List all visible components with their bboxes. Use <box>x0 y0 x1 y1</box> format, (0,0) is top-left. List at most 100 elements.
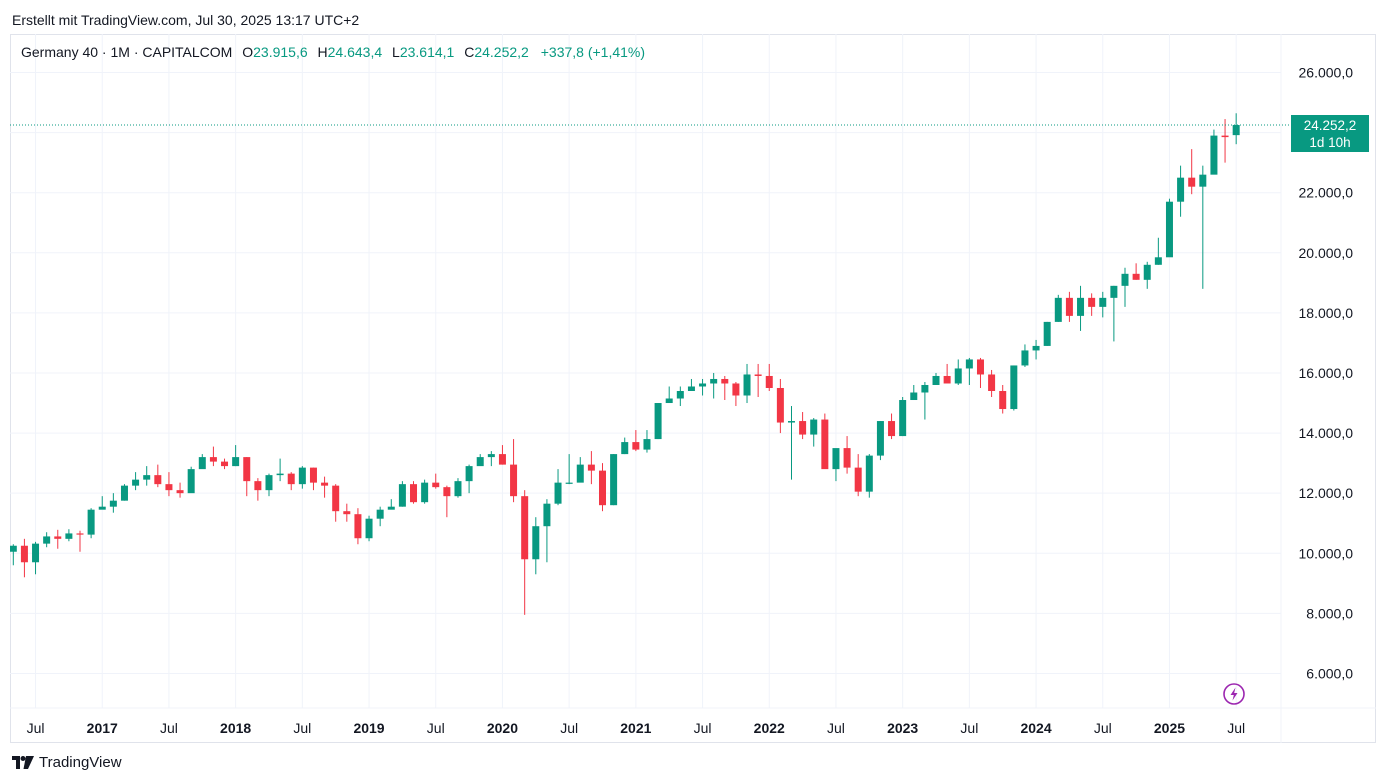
candle[interactable] <box>1054 294 1062 322</box>
candle[interactable] <box>321 476 329 498</box>
candle[interactable] <box>198 454 206 470</box>
candle[interactable] <box>743 363 751 404</box>
tradingview-logo[interactable]: TradingView <box>12 754 122 771</box>
candle[interactable] <box>587 451 595 485</box>
candle[interactable] <box>143 466 151 486</box>
candle[interactable] <box>1099 291 1107 318</box>
candle[interactable] <box>954 359 962 385</box>
candle[interactable] <box>988 369 996 398</box>
candle[interactable] <box>721 375 729 401</box>
candle[interactable] <box>1188 149 1196 195</box>
candle[interactable] <box>599 463 607 512</box>
candle[interactable] <box>899 397 907 437</box>
candle[interactable] <box>465 464 473 494</box>
candle[interactable] <box>1121 267 1129 307</box>
candle[interactable] <box>1021 344 1029 367</box>
candle[interactable] <box>421 479 429 504</box>
candle[interactable] <box>243 457 251 497</box>
candle[interactable] <box>1165 198 1173 258</box>
candle[interactable] <box>332 484 340 522</box>
candle[interactable] <box>610 454 618 506</box>
price-axis[interactable]: 6.000,0 8.000,0 10.000,0 12.000,0 14.000,0 16… <box>1299 65 1354 682</box>
candle[interactable] <box>1221 119 1229 163</box>
candle[interactable] <box>365 515 373 542</box>
candle[interactable] <box>510 439 518 503</box>
candle[interactable] <box>187 466 195 494</box>
candle[interactable] <box>1043 321 1051 346</box>
candle[interactable] <box>821 413 829 470</box>
candle[interactable] <box>343 503 351 522</box>
candle[interactable] <box>843 436 851 474</box>
candle[interactable] <box>888 413 896 440</box>
candle[interactable] <box>309 467 317 491</box>
candle[interactable] <box>1199 165 1207 289</box>
candle[interactable] <box>1154 237 1162 265</box>
candle[interactable] <box>276 458 284 482</box>
symbol-name[interactable]: Germany 40 · 1M · CAPITALCOM <box>21 44 233 60</box>
time-axis[interactable]: Jul 2017 Jul 2018 Jul 2019 Jul 2020 Jul 2021 Jul 20… <box>27 720 1246 736</box>
candle[interactable] <box>910 384 918 401</box>
candle[interactable] <box>754 363 762 398</box>
candle[interactable] <box>54 529 62 549</box>
candle[interactable] <box>387 499 395 510</box>
candle[interactable] <box>76 530 84 552</box>
candle[interactable] <box>965 357 973 385</box>
candle[interactable] <box>999 384 1007 414</box>
candle[interactable] <box>565 454 573 485</box>
candle[interactable] <box>32 541 40 575</box>
candle[interactable] <box>765 363 773 391</box>
candle[interactable] <box>232 445 240 467</box>
candle[interactable] <box>432 473 440 489</box>
candle[interactable] <box>687 378 695 391</box>
candle[interactable] <box>1210 129 1218 175</box>
candle[interactable] <box>298 466 306 489</box>
candle[interactable] <box>1065 291 1073 322</box>
candle[interactable] <box>265 473 273 497</box>
candle[interactable] <box>154 464 162 488</box>
candle[interactable] <box>476 454 484 467</box>
candle[interactable] <box>65 529 73 542</box>
candle[interactable] <box>165 472 173 497</box>
candle[interactable] <box>87 508 95 539</box>
candle[interactable] <box>1110 285 1118 342</box>
candle[interactable] <box>221 458 229 470</box>
candle[interactable] <box>1032 339 1040 360</box>
candles-series[interactable] <box>10 113 1240 615</box>
candle[interactable] <box>643 430 651 453</box>
candle[interactable] <box>43 532 51 548</box>
candle[interactable] <box>576 457 584 483</box>
candle[interactable] <box>454 478 462 498</box>
candle[interactable] <box>176 482 184 498</box>
candle[interactable] <box>120 484 128 501</box>
candle[interactable] <box>487 451 495 467</box>
candle[interactable] <box>254 478 262 501</box>
candle[interactable] <box>699 378 707 396</box>
candle[interactable] <box>410 481 418 504</box>
candle[interactable] <box>776 378 784 434</box>
candle[interactable] <box>543 499 551 563</box>
candle[interactable] <box>554 469 562 506</box>
candle[interactable] <box>287 472 295 491</box>
candle[interactable] <box>676 386 684 407</box>
candle[interactable] <box>654 403 662 440</box>
lightning-bolt-icon[interactable] <box>1223 683 1245 705</box>
candle[interactable] <box>521 490 529 615</box>
candle[interactable] <box>710 372 718 399</box>
candle[interactable] <box>943 363 951 384</box>
candle[interactable] <box>132 472 140 491</box>
candle[interactable] <box>787 406 795 480</box>
candle[interactable] <box>921 381 929 420</box>
candle[interactable] <box>1177 165 1185 217</box>
candle[interactable] <box>621 437 629 455</box>
candle[interactable] <box>1232 113 1240 145</box>
candle[interactable] <box>799 412 807 440</box>
candle[interactable] <box>98 496 106 510</box>
chart-canvas[interactable]: 6.000,0 8.000,0 10.000,0 12.000,0 14.000,0 16… <box>10 34 1376 743</box>
candle[interactable] <box>854 454 862 497</box>
candle[interactable] <box>20 538 28 578</box>
candle[interactable] <box>109 493 117 513</box>
candle[interactable] <box>1010 365 1018 411</box>
candle[interactable] <box>443 485 451 518</box>
candle[interactable] <box>398 481 406 507</box>
candle[interactable] <box>1077 285 1085 331</box>
